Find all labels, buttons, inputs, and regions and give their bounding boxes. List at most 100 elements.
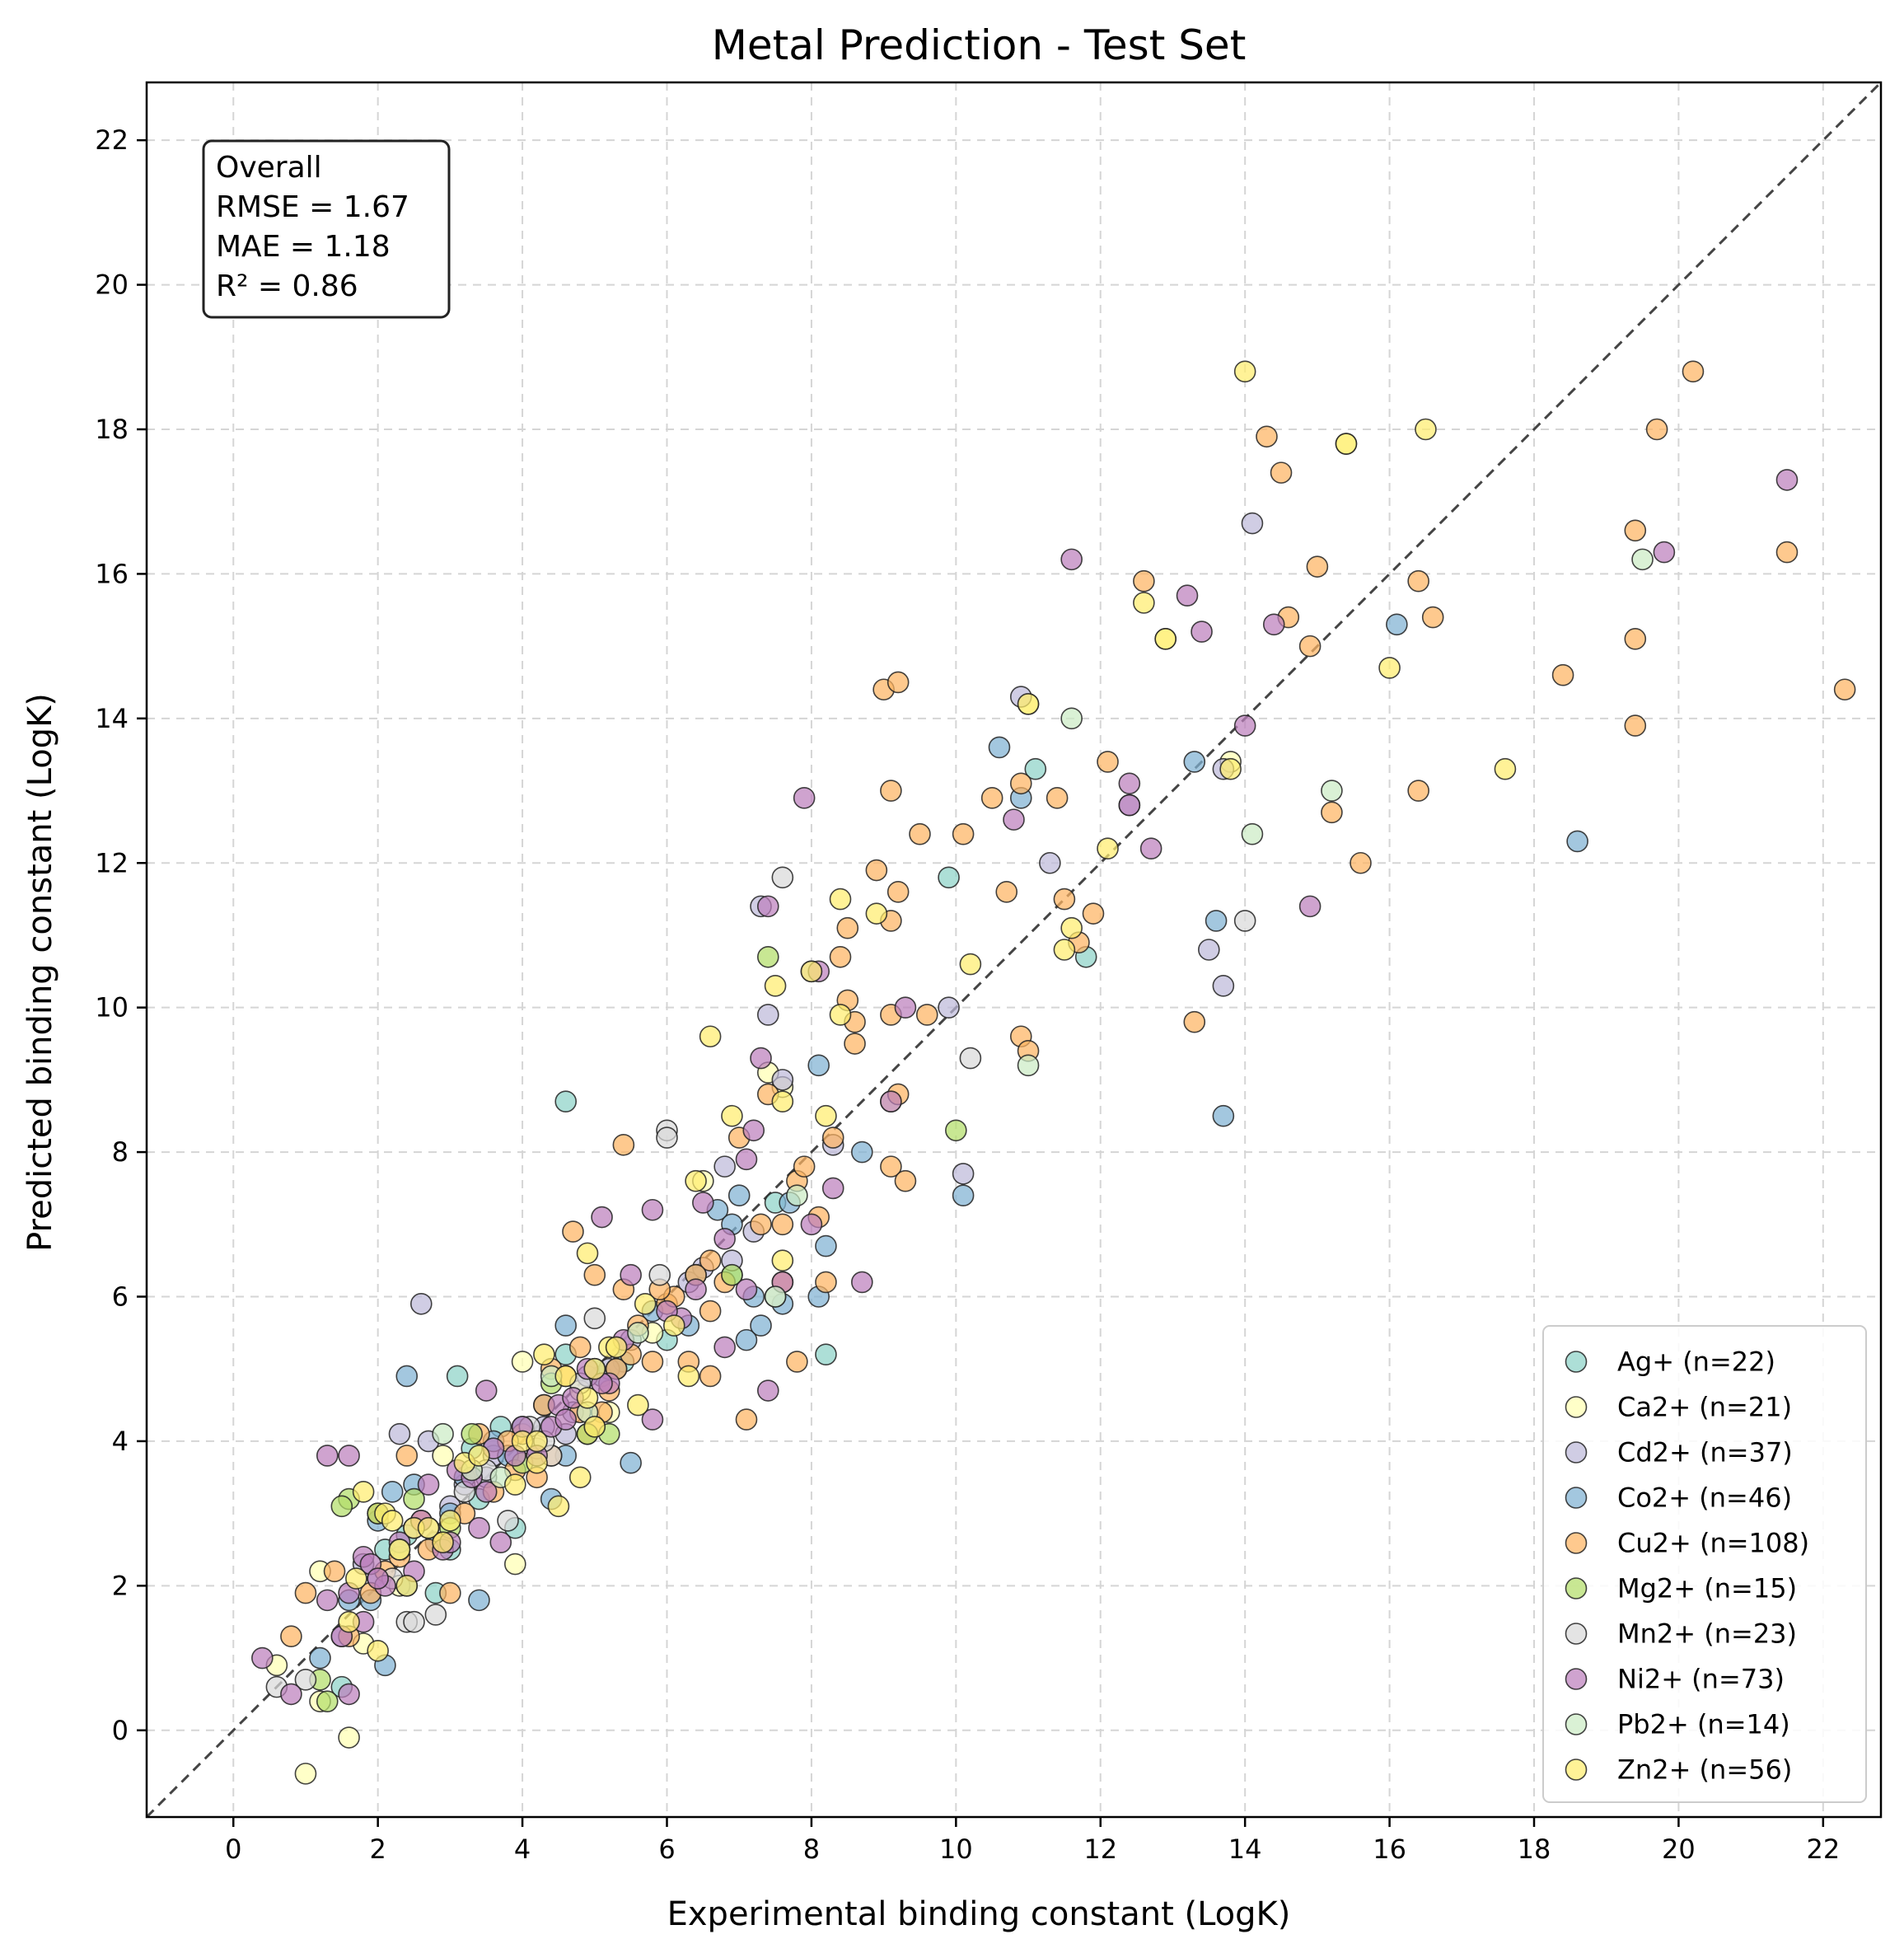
point-series-7-0 [251,1646,274,1670]
point-series-3-29 [1183,751,1206,773]
point-series-4-69 [1097,751,1119,773]
point-series-7-66 [1775,469,1799,491]
legend-label-3: Co2+ (n=46) [1617,1482,1792,1514]
point-series-6-14 [656,1126,678,1149]
point-series-9-32 [699,1025,722,1048]
point-series-9-47 [1133,592,1155,614]
point-series-9-4 [381,1510,404,1532]
point-series-4-72 [1256,425,1278,448]
x-tick-label-11: 22 [1806,1834,1840,1865]
x-tick-label-7: 14 [1228,1834,1262,1865]
legend-marker-8 [1565,1713,1588,1735]
point-series-4-42 [829,945,852,968]
point-series-5-5 [403,1487,425,1510]
point-series-2-18 [1212,975,1235,997]
legend-marker-0 [1565,1351,1588,1373]
point-series-9-5 [388,1539,411,1561]
x-tick-label-1: 2 [369,1834,386,1865]
point-series-7-7 [338,1683,360,1706]
legend-label-0: Ag+ (n=22) [1617,1346,1775,1378]
point-series-7-53 [880,1090,902,1112]
point-series-2-10 [756,1004,779,1026]
legend-marker-2 [1565,1441,1588,1464]
x-axis-ticks: 0 2 4 6 8 10 12 14 16 18 20 22 [225,1817,1840,1865]
y-tick-label-0: 0 [112,1715,129,1746]
point-series-4-1 [294,1581,317,1604]
point-series-7-62 [1233,714,1256,737]
point-series-7-46 [756,1379,779,1402]
point-series-2-20 [1241,512,1264,535]
point-series-9-9 [432,1531,454,1554]
point-series-4-26 [641,1351,664,1373]
point-series-9-6 [395,1575,419,1597]
legend-marker-3 [1565,1487,1588,1509]
point-series-1-8 [504,1553,526,1576]
point-series-6-17 [959,1047,982,1070]
point-series-7-18 [468,1516,490,1539]
stats-heading: Overall [216,151,322,185]
stats-mae: MAE = 1.18 [216,230,391,264]
point-series-4-50 [880,780,902,802]
point-series-7-59 [1139,837,1163,860]
point-series-8-6 [764,1286,787,1308]
point-series-9-20 [568,1466,592,1489]
point-series-1-0 [294,1763,317,1785]
point-series-9-49 [1219,757,1242,780]
point-series-4-58 [915,1004,938,1026]
point-series-4-76 [1306,555,1329,578]
point-series-9-46 [1097,837,1119,860]
point-series-4-101 [750,1213,772,1236]
point-series-4-105 [568,1336,592,1359]
point-series-9-0 [345,1567,367,1590]
point-series-3-20 [750,1314,772,1337]
point-series-3-26 [952,1184,975,1207]
point-series-4-61 [995,881,1018,903]
point-series-3-14 [620,1451,642,1474]
point-series-3-8 [468,1589,490,1612]
point-series-9-23 [583,1357,606,1380]
point-series-4-0 [280,1625,302,1648]
y-tick-label-9: 18 [95,414,129,445]
point-series-9-2 [367,1639,389,1662]
point-series-3-11 [554,1314,578,1337]
point-series-8-8 [1017,1054,1040,1077]
point-series-7-14 [417,1473,440,1496]
point-series-9-27 [627,1393,649,1417]
point-series-4-66 [1053,888,1076,911]
point-series-4-29 [699,1300,722,1323]
point-series-4-36 [771,1213,794,1236]
point-series-9-54 [1494,757,1517,780]
legend-label-4: Cu2+ (n=108) [1617,1528,1809,1559]
x-tick-label-6: 12 [1083,1834,1117,1865]
point-series-4-40 [815,1271,837,1294]
point-series-7-48 [793,787,816,809]
point-series-9-13 [504,1473,526,1496]
point-series-7-70 [554,1408,578,1431]
point-series-4-47 [865,859,888,882]
point-series-7-54 [894,996,917,1019]
point-series-9-44 [1053,939,1076,961]
point-series-4-23 [612,1134,635,1156]
point-series-7-51 [821,1177,844,1200]
point-series-3-6 [395,1365,419,1388]
stats-rmse: RMSE = 1.67 [216,190,409,224]
point-series-7-63 [1262,613,1285,636]
point-series-4-45 [844,1033,866,1055]
point-series-4-8 [439,1581,461,1604]
chart-title: Metal Prediction - Test Set [712,21,1247,69]
point-series-3-30 [1205,910,1228,932]
point-series-9-17 [533,1343,555,1365]
point-series-4-41 [821,1126,844,1149]
point-series-4-51 [887,881,910,903]
point-series-9-43 [1017,692,1040,715]
point-series-4-81 [1421,606,1444,629]
legend-frame [1542,1325,1867,1803]
point-series-7-39 [713,1228,736,1250]
legend-marker-4 [1565,1532,1588,1554]
point-series-5-1 [316,1690,339,1712]
point-series-9-22 [576,1242,599,1265]
point-series-9-34 [764,975,787,997]
point-series-0-5 [446,1365,469,1388]
point-series-4-71 [1183,1010,1206,1033]
